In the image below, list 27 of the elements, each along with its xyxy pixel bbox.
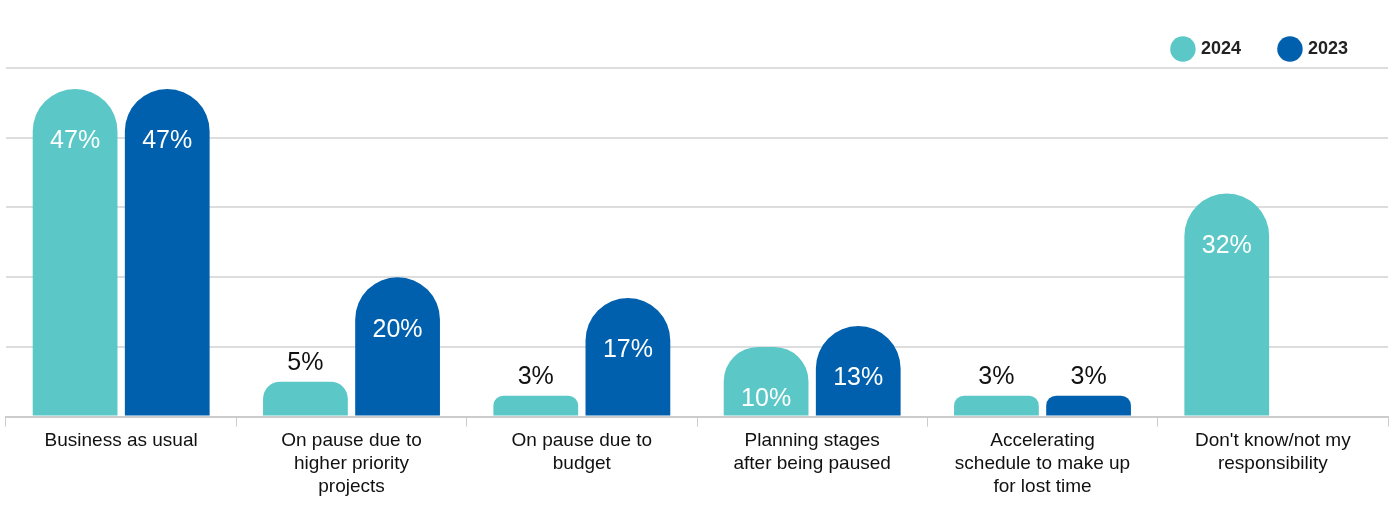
- x-tick-label: On pause due to higher priority projects: [281, 429, 422, 496]
- bar: [1184, 193, 1270, 416]
- data-label: 3%: [1070, 361, 1107, 390]
- data-label: 3%: [517, 361, 554, 390]
- data-label: 5%: [287, 347, 324, 376]
- bar: [32, 88, 118, 416]
- bar: [124, 88, 210, 416]
- data-label: 32%: [1201, 229, 1252, 258]
- data-label: 13%: [833, 362, 884, 391]
- data-label: 47%: [142, 125, 193, 154]
- data-label: 20%: [372, 313, 423, 342]
- data-label: 3%: [978, 361, 1015, 390]
- x-tick-label: Accelerating schedule to make up for lost time: [954, 429, 1131, 496]
- bar: [355, 277, 440, 416]
- bar: [1046, 395, 1131, 416]
- data-label: 47%: [50, 125, 101, 154]
- x-tick-label: On pause due to budget: [511, 429, 653, 474]
- x-tick-label: Business as usual: [44, 429, 198, 451]
- bar: [954, 395, 1039, 416]
- legend-label: 2024: [1200, 37, 1241, 58]
- data-label: 10%: [741, 383, 792, 412]
- x-tick-label: Planning stages after being paused: [733, 429, 891, 474]
- x-tick-label: Don't know/not my responsibility: [1194, 429, 1352, 474]
- bar: [263, 381, 348, 416]
- data-label: 17%: [602, 334, 653, 363]
- bar: [493, 395, 579, 416]
- legend-label: 2023: [1307, 37, 1348, 58]
